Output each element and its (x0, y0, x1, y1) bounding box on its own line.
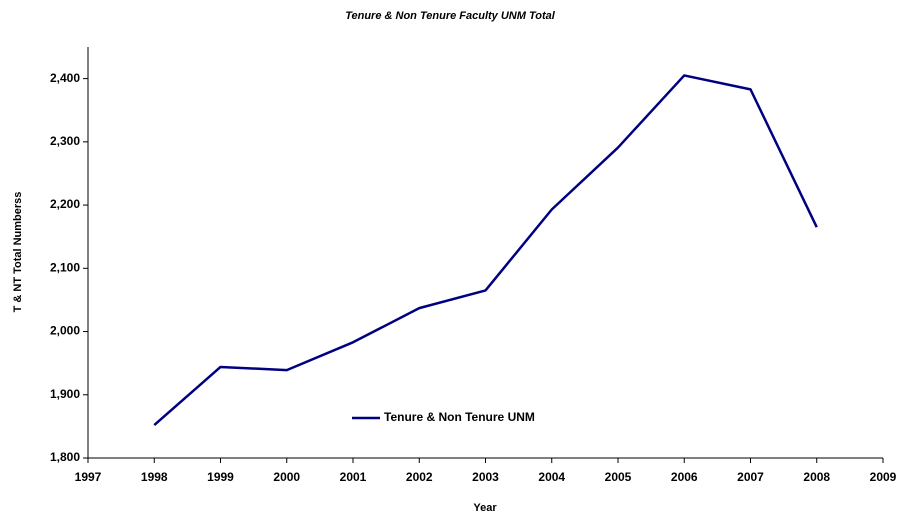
x-tick-label: 2004 (538, 470, 565, 484)
x-tick-label: 1999 (207, 470, 234, 484)
x-tick-label: 2007 (737, 470, 764, 484)
x-tick-label: 1997 (75, 470, 102, 484)
x-tick-label: 2008 (803, 470, 830, 484)
series-line (153, 74, 818, 427)
x-tick-label: 2005 (605, 470, 632, 484)
x-tick-label: 2006 (671, 470, 698, 484)
y-tick-label: 1,800 (50, 450, 80, 464)
x-tick-label: 2009 (870, 470, 897, 484)
x-tick-label: 2001 (340, 470, 367, 484)
y-tick-label: 2,400 (50, 71, 80, 85)
y-tick-label: 2,000 (50, 324, 80, 338)
y-tick-label: 1,900 (50, 387, 80, 401)
x-tick-label: 2003 (472, 470, 499, 484)
y-axis-label: T & NT Total Numberss (12, 192, 24, 313)
chart-title: Tenure & Non Tenure Faculty UNM Total (345, 10, 556, 22)
y-tick-label: 2,200 (50, 197, 80, 211)
y-tick-label: 2,100 (50, 260, 80, 274)
x-axis-label: Year (473, 502, 497, 514)
x-tick-label: 2002 (406, 470, 433, 484)
x-tick-label: 1998 (141, 470, 168, 484)
y-tick-label: 2,300 (50, 134, 80, 148)
legend-label: Tenure & Non Tenure UNM (384, 410, 535, 424)
x-tick-label: 2000 (273, 470, 300, 484)
